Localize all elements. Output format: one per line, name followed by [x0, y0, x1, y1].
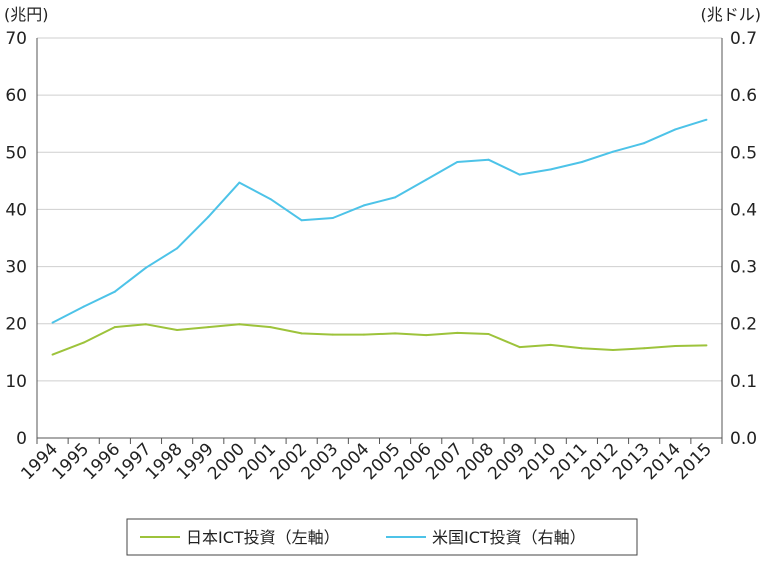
- data-point: [456, 331, 459, 334]
- data-point: [549, 343, 552, 346]
- left-axis-ticks: 0 10 20 30 40 50 60 70: [5, 29, 27, 449]
- data-point: [580, 161, 583, 163]
- data-point: [176, 329, 179, 331]
- data-point: [518, 173, 521, 176]
- data-point: [51, 353, 54, 356]
- right-axis-unit: (兆ドル): [701, 5, 762, 24]
- y-left-tick-label: 50: [5, 143, 27, 163]
- y-right-tick-label: 0.3: [730, 258, 757, 278]
- series-lines: [51, 118, 708, 356]
- data-point: [144, 266, 147, 269]
- data-point: [456, 161, 459, 163]
- legend-label-us: 米国ICT投資（右軸）: [432, 528, 586, 547]
- y-left-tick-label: 20: [5, 315, 27, 335]
- data-point: [176, 247, 179, 250]
- data-point: [113, 326, 116, 329]
- y-left-tick-label: 60: [5, 86, 27, 106]
- data-point: [674, 345, 677, 347]
- data-point: [487, 333, 490, 335]
- legend: 日本ICT投資（左軸） 米国ICT投資（右軸）: [126, 518, 638, 556]
- data-point: [705, 344, 708, 347]
- x-axis-ticks: 1994199519961997199819992000200120022003…: [17, 438, 723, 484]
- data-point: [51, 321, 54, 324]
- data-point: [207, 326, 210, 329]
- gridlines: [37, 37, 722, 382]
- legend-box: [126, 518, 638, 556]
- data-point: [518, 346, 521, 349]
- data-point: [238, 323, 241, 326]
- y-right-tick-label: 0.6: [730, 86, 757, 106]
- data-point: [144, 323, 147, 326]
- axes: [36, 38, 723, 439]
- data-point: [394, 332, 397, 335]
- data-point: [643, 142, 646, 145]
- data-point: [269, 326, 272, 329]
- left-axis-unit: (兆円): [4, 5, 49, 24]
- data-point: [82, 341, 85, 344]
- data-point: [674, 128, 677, 131]
- y-right-tick-label: 0.0: [730, 429, 757, 449]
- series-line-us: [52, 118, 707, 324]
- data-point: [580, 347, 583, 350]
- data-point: [425, 334, 428, 337]
- y-right-tick-label: 0.7: [730, 29, 757, 49]
- data-point: [394, 196, 397, 199]
- right-axis-ticks: 0.0 0.1 0.2 0.3 0.4 0.5 0.6 0.7: [730, 29, 757, 449]
- series-line-japan: [52, 323, 707, 356]
- y-right-tick-label: 0.2: [730, 315, 757, 335]
- data-point: [362, 204, 365, 207]
- data-point: [549, 168, 552, 171]
- data-point: [612, 150, 615, 153]
- data-point: [238, 181, 241, 184]
- data-point: [300, 332, 303, 335]
- y-left-tick-label: 10: [5, 372, 27, 392]
- y-right-tick-label: 0.1: [730, 372, 757, 392]
- data-point: [207, 215, 210, 218]
- y-right-tick-label: 0.5: [730, 143, 757, 163]
- data-point: [705, 118, 708, 121]
- y-left-tick-label: 40: [5, 200, 27, 220]
- data-point: [331, 333, 334, 336]
- data-point: [82, 305, 85, 308]
- data-point: [643, 347, 646, 350]
- x-tick-label: 2015: [671, 439, 716, 484]
- data-point: [331, 217, 334, 219]
- legend-label-japan: 日本ICT投資（左軸）: [186, 528, 340, 547]
- data-point: [425, 178, 428, 181]
- y-left-tick-label: 30: [5, 258, 27, 278]
- y-left-tick-label: 0: [16, 429, 27, 449]
- data-point: [362, 333, 365, 336]
- data-point: [487, 158, 490, 161]
- data-point: [612, 349, 615, 351]
- data-point: [300, 219, 303, 222]
- y-left-tick-label: 70: [5, 29, 27, 49]
- data-point: [269, 198, 272, 201]
- data-point: [113, 290, 116, 293]
- y-right-tick-label: 0.4: [730, 200, 757, 220]
